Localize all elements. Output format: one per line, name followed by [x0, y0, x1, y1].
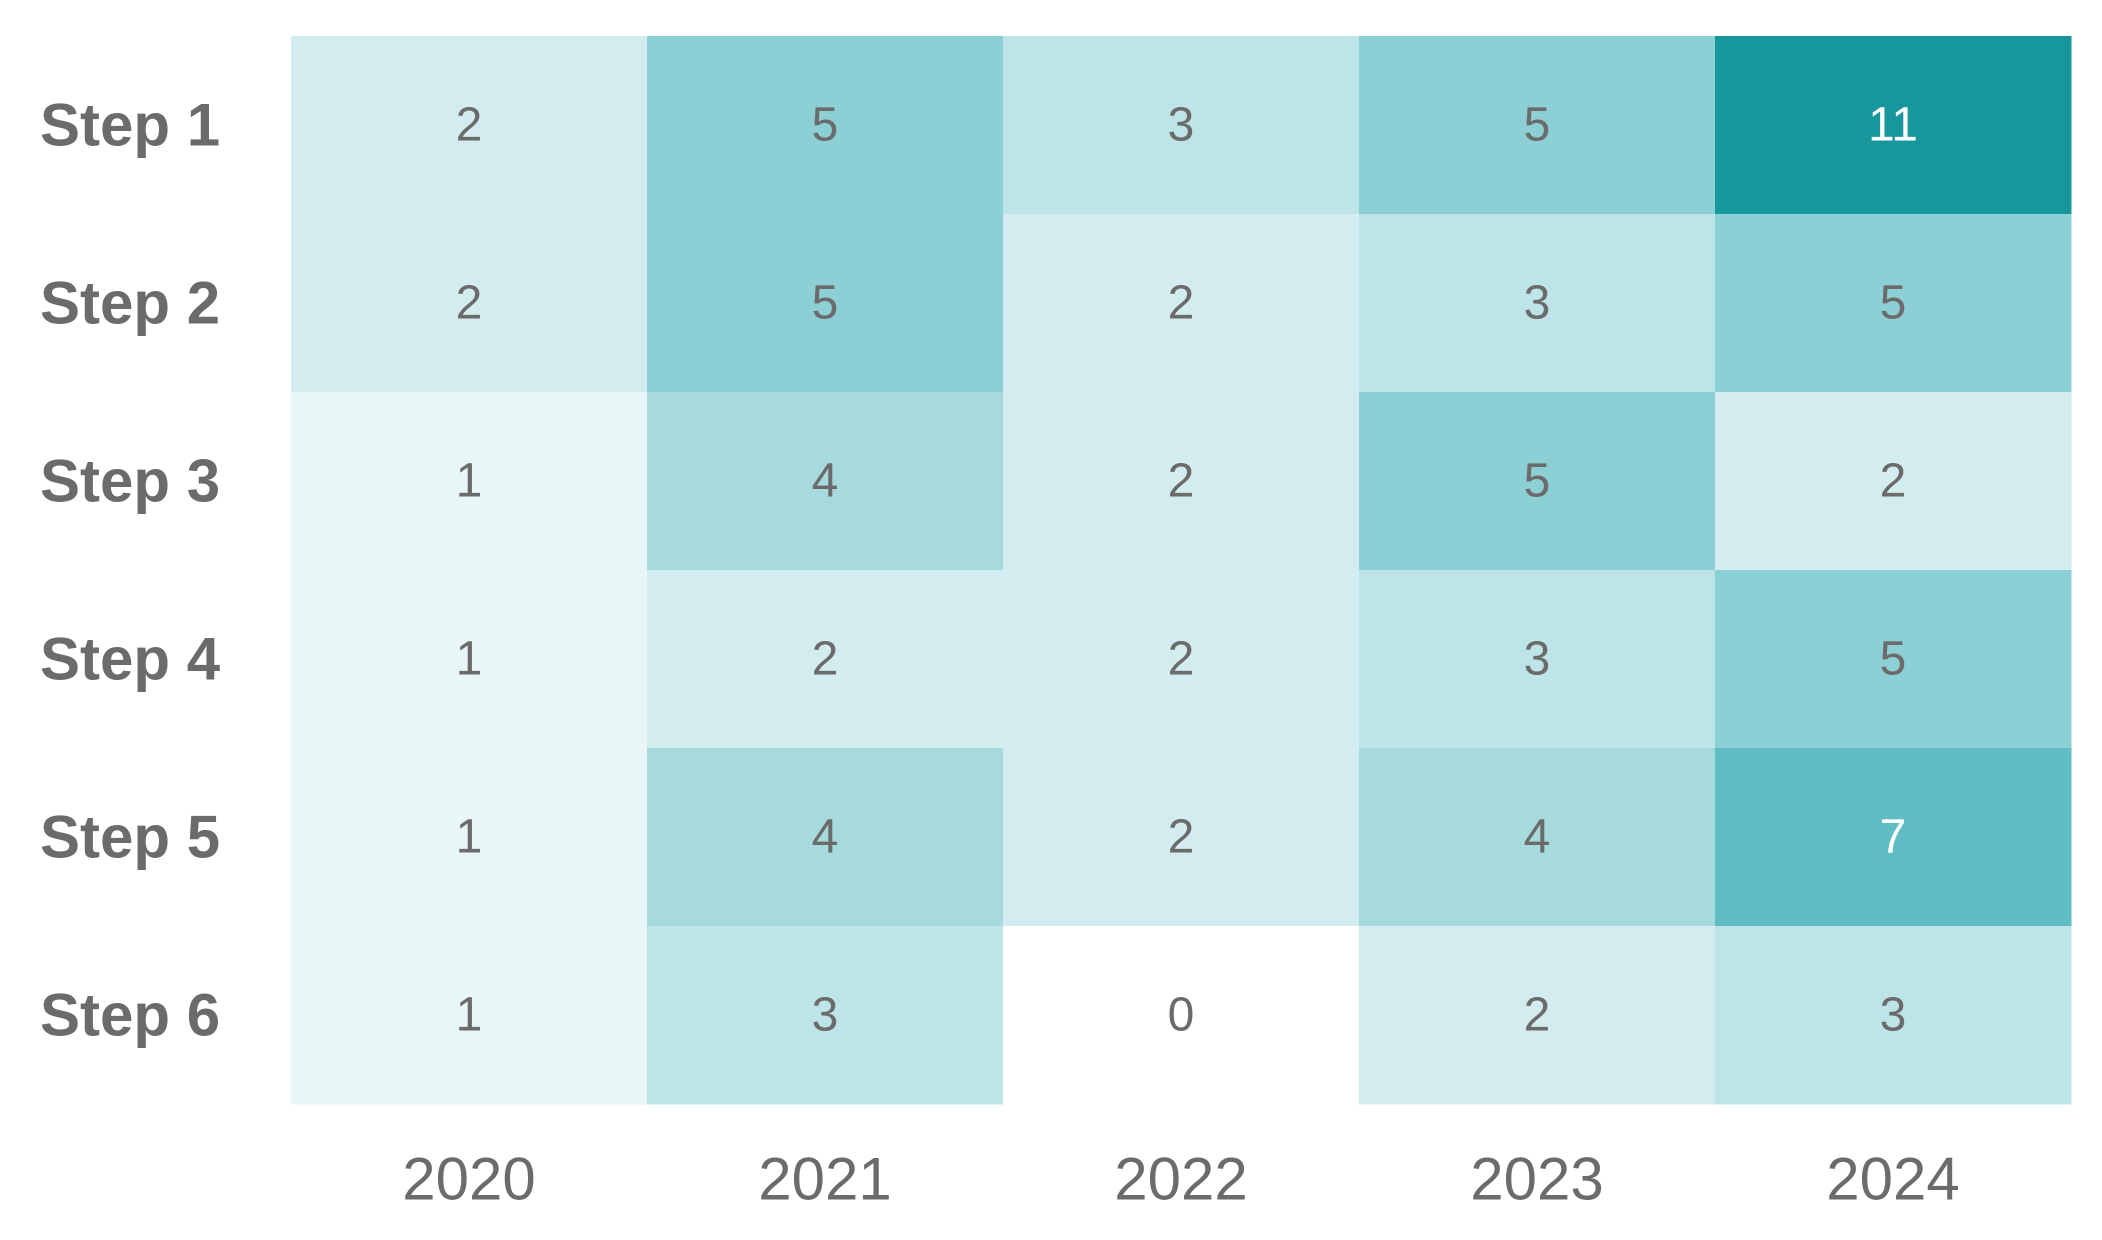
column-label: 2021 [758, 1146, 891, 1213]
heatmap-cell-labels: 2 5 3 5 11 2 5 2 3 5 1 4 2 5 2 1 2 2 3 5 1 4 2 4 7 1 3 0 2 3 [456, 99, 1918, 1042]
heatmap-cell-label: 3 [1880, 989, 1907, 1042]
heatmap-cells [291, 36, 2072, 1105]
heatmap-cell-label: 5 [812, 99, 839, 152]
row-label: Step 5 [40, 804, 220, 871]
row-label: Step 3 [40, 448, 220, 515]
heatmap-cell-label: 2 [812, 633, 839, 686]
column-label: 2024 [1826, 1146, 1959, 1213]
heatmap-cell [647, 926, 1004, 1105]
heatmap-cell-label: 1 [456, 455, 483, 508]
heatmap-cell [1715, 392, 2072, 571]
heatmap-cell [1359, 748, 1716, 927]
heatmap-cell [1003, 926, 1360, 1105]
heatmap-cell-label: 7 [1880, 811, 1907, 864]
column-labels: 2020 2021 2022 2023 2024 [402, 1146, 1959, 1213]
heatmap-cell [1715, 748, 2072, 927]
heatmap-cell-label: 4 [812, 455, 839, 508]
heatmap-cell-label: 4 [1524, 811, 1551, 864]
heatmap-cell [1359, 214, 1716, 393]
heatmap-cell [647, 570, 1004, 749]
heatmap-cell-label: 0 [1168, 989, 1195, 1042]
heatmap-cell-label: 5 [1524, 455, 1551, 508]
heatmap-cell-label: 3 [1524, 633, 1551, 686]
heatmap-cell-label: 1 [456, 633, 483, 686]
heatmap-cell-label: 2 [1524, 989, 1551, 1042]
heatmap-cell-label: 3 [1168, 99, 1195, 152]
heatmap-cell [1715, 214, 2072, 393]
heatmap-cell-label: 2 [1880, 455, 1907, 508]
heatmap-cell-label: 2 [456, 99, 483, 152]
heatmap-cell-label: 5 [812, 277, 839, 330]
heatmap-cell [291, 748, 648, 927]
heatmap-cell [1715, 36, 2072, 215]
heatmap-cell-label: 2 [1168, 277, 1195, 330]
heatmap-cell [291, 926, 648, 1105]
heatmap-cell-label: 5 [1524, 99, 1551, 152]
heatmap-cell [1359, 392, 1716, 571]
heatmap-cell-label: 5 [1880, 277, 1907, 330]
heatmap-cell [1003, 570, 1360, 749]
heatmap-cell [1715, 926, 2072, 1105]
row-label: Step 2 [40, 270, 220, 337]
heatmap-cell-label: 3 [1524, 277, 1551, 330]
column-label: 2020 [402, 1146, 535, 1213]
heatmap-cell-label: 2 [1168, 811, 1195, 864]
row-labels: Step 1 Step 2 Step 3 Step 4 Step 5 Step 6 [40, 92, 221, 1049]
heatmap-cell [1003, 214, 1360, 393]
heatmap-cell-label: 1 [456, 811, 483, 864]
heatmap-cell [1715, 570, 2072, 749]
heatmap-cell [1359, 926, 1716, 1105]
row-label: Step 4 [40, 626, 221, 693]
heatmap-cell [1003, 36, 1360, 215]
heatmap-cell [291, 570, 648, 749]
row-label: Step 1 [40, 92, 220, 159]
row-label: Step 6 [40, 982, 220, 1049]
column-label: 2023 [1470, 1146, 1603, 1213]
heatmap-cell [647, 748, 1004, 927]
heatmap-cell-label: 5 [1880, 633, 1907, 686]
heatmap-cell [1359, 570, 1716, 749]
heatmap-cell-label: 4 [812, 811, 839, 864]
heatmap-cell [1003, 392, 1360, 571]
heatmap-cell [1003, 748, 1360, 927]
heatmap-cell [647, 392, 1004, 571]
heatmap-cell [291, 36, 648, 215]
heatmap-cell [647, 214, 1004, 393]
heatmap-cell [647, 36, 1004, 215]
heatmap-cell-label: 11 [1868, 99, 1918, 152]
heatmap-cell [291, 214, 648, 393]
heatmap-cell [291, 392, 648, 571]
heatmap-cell [1359, 36, 1716, 215]
heatmap-cell-label: 2 [456, 277, 483, 330]
heatmap-cell-label: 1 [456, 989, 483, 1042]
heatmap-cell-label: 2 [1168, 455, 1195, 508]
heatmap-cell-label: 2 [1168, 633, 1195, 686]
column-label: 2022 [1114, 1146, 1247, 1213]
heatmap-cell-label: 3 [812, 989, 839, 1042]
